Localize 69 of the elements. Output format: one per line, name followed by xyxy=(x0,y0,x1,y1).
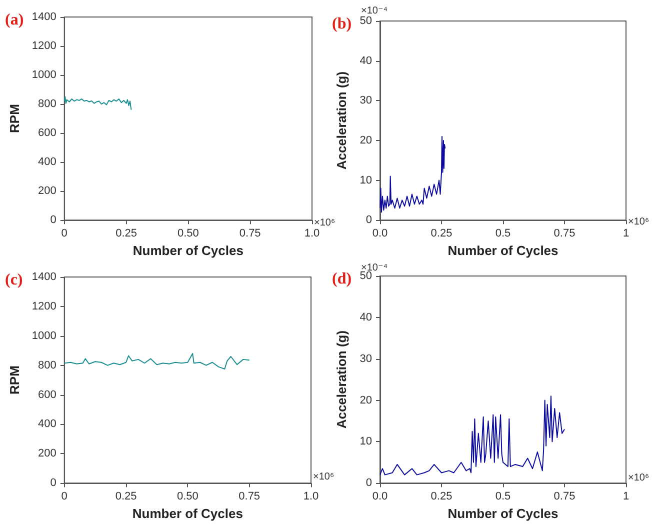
y-tick-label: 800 xyxy=(38,359,56,372)
y-tick-label: 400 xyxy=(38,418,56,430)
chart-title: (c) xyxy=(5,272,23,288)
y-tick-label: 20 xyxy=(360,134,372,146)
y-tick-label: 0 xyxy=(366,477,372,490)
text: ×10⁶ xyxy=(313,472,334,482)
x-tick-label: 0.50 xyxy=(176,490,198,503)
y-tick-label: 0 xyxy=(50,477,56,490)
y-tick-label: 1000 xyxy=(32,330,56,342)
x-tick-label: 0 xyxy=(61,228,68,240)
x-tick-label: 0.75 xyxy=(554,228,576,240)
x-tick-label: 0.75 xyxy=(554,490,576,503)
x-tick-label: 0.5 xyxy=(495,228,511,240)
x-axis-title: Number of Cycles xyxy=(448,506,558,521)
y-tick-label: 600 xyxy=(38,388,56,401)
y-tick-label: 30 xyxy=(360,94,372,107)
x-tick-label: 0 xyxy=(61,490,68,503)
x-tick-label: 0.75 xyxy=(238,490,260,503)
y-tick-label: 50 xyxy=(360,270,372,282)
y-axis-title: RPM xyxy=(7,366,22,394)
y-tick-label: 30 xyxy=(360,352,372,365)
y-axis-title: RPM xyxy=(7,104,22,133)
x-tick-label: 1.0 xyxy=(303,490,319,503)
x-tick-label: 0.25 xyxy=(430,228,452,240)
y-tick-label: 0 xyxy=(366,214,372,226)
text: ×10⁶ xyxy=(628,216,650,228)
y-tick-label: 1400 xyxy=(32,11,56,23)
y-tick-label: 40 xyxy=(360,54,372,67)
x-axis-title: Number of Cycles xyxy=(132,243,244,258)
y-tick-label: 1000 xyxy=(32,69,56,82)
y-tick-label: 200 xyxy=(38,448,56,460)
x-tick-label: 1.0 xyxy=(304,228,320,240)
y-tick-label: 40 xyxy=(360,311,372,324)
line-series xyxy=(380,136,446,213)
x-tick-label: 0.25 xyxy=(116,228,137,240)
y-tick-label: 200 xyxy=(38,185,56,198)
x-tick-label: 0.25 xyxy=(115,490,137,503)
y-tick-label: 1200 xyxy=(32,300,56,312)
x-tick-label: 0.25 xyxy=(430,490,452,503)
y-tick-label: 50 xyxy=(360,15,372,27)
y-axis-title: Acceleration (g) xyxy=(334,71,349,170)
x-tick-label: 0.50 xyxy=(177,228,199,240)
x-tick-label: 1 xyxy=(622,228,630,240)
chart-title: (a) xyxy=(5,12,24,28)
y-tick-label: 800 xyxy=(38,98,56,110)
y-axis-title: Acceleration (g) xyxy=(334,330,349,429)
x-tick-label: 0.0 xyxy=(372,228,388,240)
line-series xyxy=(64,96,132,110)
text: ×10⁶ xyxy=(628,472,650,484)
text: ×10⁻⁴ xyxy=(361,6,388,16)
x-tick-label: 0.5 xyxy=(495,490,511,503)
y-tick-label: 600 xyxy=(38,127,56,140)
x-tick-label: 0.75 xyxy=(239,228,261,240)
y-tick-label: 400 xyxy=(38,156,56,168)
x-axis-title: Number of Cycles xyxy=(132,506,243,521)
y-tick-label: 0 xyxy=(50,214,56,226)
text: ×10⁶ xyxy=(314,218,336,228)
x-tick-label: 0.0 xyxy=(372,490,388,503)
y-tick-label: 1400 xyxy=(32,271,56,283)
y-tick-label: 1200 xyxy=(32,40,56,52)
line-series xyxy=(64,353,250,370)
y-tick-label: 20 xyxy=(360,394,372,406)
x-axis-title: Number of Cycles xyxy=(448,243,558,258)
chart-title: (d) xyxy=(332,270,352,288)
chart-title: (b) xyxy=(332,16,352,32)
x-tick-label: 1 xyxy=(622,490,630,503)
y-tick-label: 10 xyxy=(360,174,372,186)
y-tick-label: 10 xyxy=(360,436,372,448)
line-series xyxy=(380,396,565,476)
